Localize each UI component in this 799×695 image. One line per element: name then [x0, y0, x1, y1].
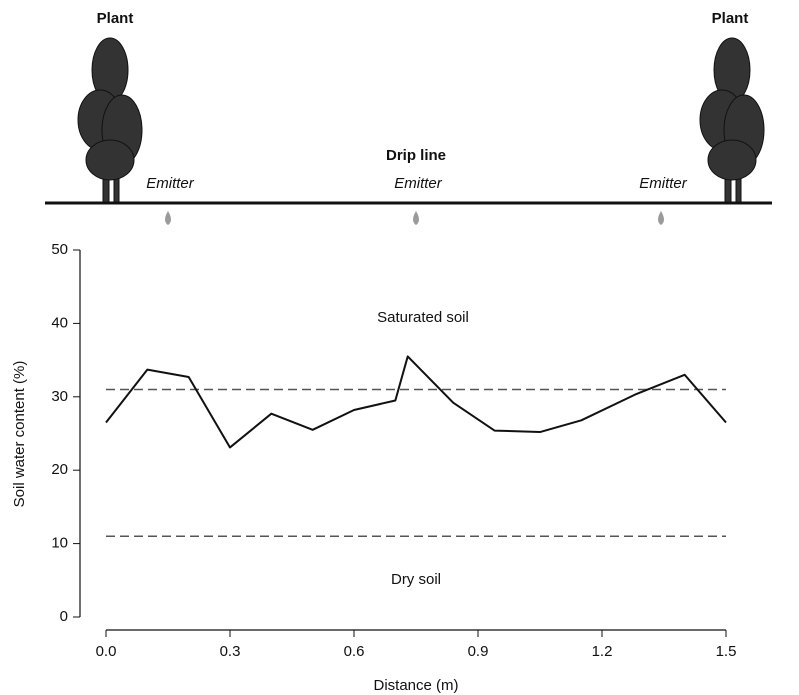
annotation: Saturated soil: [377, 309, 469, 326]
y-tick-label: 0: [60, 608, 68, 625]
plant-label: Plant: [712, 10, 749, 27]
x-tick-label: 0.6: [344, 643, 365, 660]
y-tick-label: 10: [51, 535, 68, 552]
drop: [165, 211, 171, 225]
drip-line-label: Drip line: [386, 147, 446, 164]
drop: [658, 211, 664, 225]
x-tick-label: 1.5: [716, 643, 737, 660]
x-tick-label: 0.0: [96, 643, 117, 660]
x-tick-label: 1.2: [592, 643, 613, 660]
emitter-label: Emitter: [639, 175, 688, 192]
x-axis-label: Distance (m): [373, 677, 458, 694]
data-line: [105, 355, 727, 449]
plant-icon: [699, 37, 765, 203]
emitter-label: Emitter: [146, 175, 195, 192]
x-tick-label: 0.9: [468, 643, 489, 660]
plant-label: Plant: [97, 10, 134, 27]
y-tick-label: 50: [51, 241, 68, 258]
emitter-label: Emitter: [394, 175, 443, 192]
y-tick-label: 30: [51, 388, 68, 405]
y-tick-label: 20: [51, 461, 68, 478]
y-tick-label: 40: [51, 314, 68, 331]
drop: [413, 211, 419, 225]
plant-icon: [77, 37, 143, 203]
x-tick-label: 0.3: [220, 643, 241, 660]
annotation: Dry soil: [391, 571, 441, 588]
drops: [165, 211, 664, 225]
y-axis-label: Soil water content (%): [11, 361, 28, 508]
